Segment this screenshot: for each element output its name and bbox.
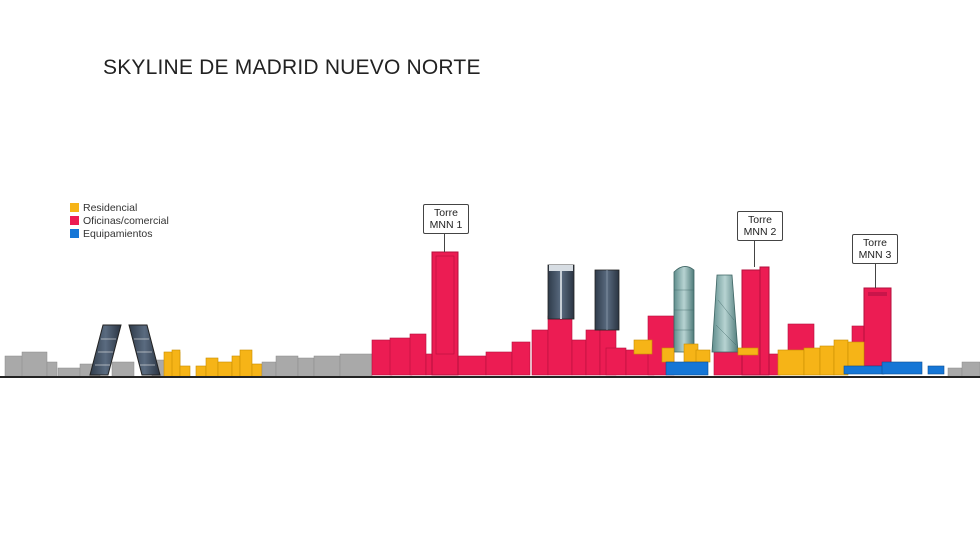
- offices-cluster: [371, 315, 867, 376]
- torre-mnn-3-leader: [875, 263, 876, 288]
- torre-mnn-3-label: Torre MNN 3: [852, 234, 898, 264]
- legend-item-equipamientos: Equipamientos: [70, 227, 169, 240]
- torre-mnn-1-leader: [444, 233, 445, 252]
- torre-mnn-2-line2: MNN 2: [743, 226, 777, 238]
- torre-mnn-1-line1: Torre: [434, 207, 458, 219]
- legend-item-residencial: Residencial: [70, 201, 169, 214]
- existing-buildings-left: [4, 351, 167, 378]
- torre-cristal: [711, 274, 739, 353]
- torre-mnn-2-line1: Torre: [748, 214, 772, 226]
- legend-item-oficinas: Oficinas/comercial: [70, 214, 169, 227]
- equipment-buildings: [665, 361, 945, 376]
- legend-swatch-oficinas: [70, 216, 79, 225]
- torre-mnn-2-leader: [754, 240, 755, 267]
- legend: Residencial Oficinas/comercial Equipamie…: [70, 201, 169, 240]
- torre-mnn-1-line2: MNN 1: [429, 219, 463, 231]
- torre-pwc: [594, 269, 620, 331]
- torre-emperador: [673, 266, 695, 353]
- legend-label-equipamientos: Equipamientos: [83, 227, 153, 240]
- page-title: SKYLINE DE MADRID NUEVO NORTE: [103, 56, 481, 79]
- legend-label-residencial: Residencial: [83, 201, 138, 214]
- torre-mnn-3-line2: MNN 3: [858, 249, 892, 261]
- residential-left: [163, 349, 263, 378]
- existing-buildings-center: [261, 353, 373, 378]
- torre-cepsa: [547, 264, 575, 320]
- torre-mnn-1-building: [431, 251, 459, 376]
- torre-mnn-1-label: Torre MNN 1: [423, 204, 469, 234]
- legend-label-oficinas: Oficinas/comercial: [83, 214, 169, 227]
- torre-mnn-2-label: Torre MNN 2: [737, 211, 783, 241]
- kio-towers: [89, 324, 161, 376]
- existing-buildings-right: [947, 361, 980, 378]
- legend-swatch-equipamientos: [70, 229, 79, 238]
- legend-swatch-residencial: [70, 203, 79, 212]
- torre-mnn-3-line1: Torre: [863, 237, 887, 249]
- torre-mnn-3-building: [863, 287, 892, 367]
- torre-mnn-2-building: [741, 266, 770, 376]
